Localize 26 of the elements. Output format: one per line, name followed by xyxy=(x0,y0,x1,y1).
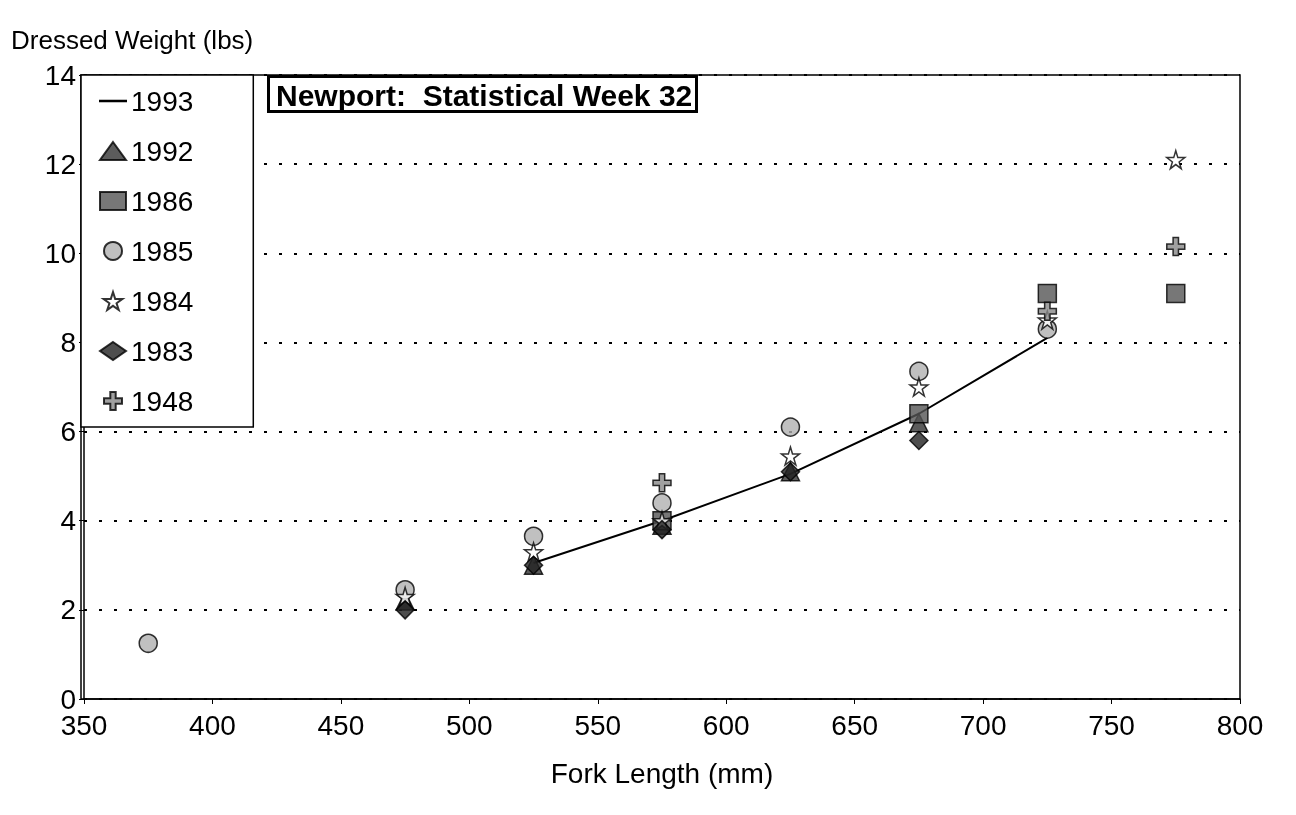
y-tick-label: 6 xyxy=(60,416,76,448)
legend-label: 1986 xyxy=(131,185,194,217)
x-tick-label: 550 xyxy=(574,709,622,741)
x-tick-label: 600 xyxy=(702,709,750,741)
y-tick-label: 12 xyxy=(44,148,76,180)
legend-label: 1985 xyxy=(131,235,194,267)
x-tick-label: 700 xyxy=(959,709,1007,741)
x-tick-label: 800 xyxy=(1216,709,1264,741)
x-tick-label: 750 xyxy=(1088,709,1135,741)
legend-label: 1992 xyxy=(131,135,194,167)
x-tick-label: 450 xyxy=(317,709,365,741)
y-tick-label: 4 xyxy=(60,505,76,537)
legend-label: 1993 xyxy=(131,85,194,117)
chart-title: Newport: Statistical Week 32 xyxy=(276,78,693,112)
x-axis-title: Fork Length (mm) xyxy=(550,757,774,789)
x-tick-label: 650 xyxy=(831,709,879,741)
y-tick-label: 14 xyxy=(44,59,76,91)
y-tick-label: 2 xyxy=(60,594,76,626)
y-tick-label: 8 xyxy=(60,326,76,358)
legend-label: 1984 xyxy=(131,285,194,317)
x-tick-label: 500 xyxy=(445,709,493,741)
x-tick-label: 400 xyxy=(189,709,236,741)
legend-label: 1948 xyxy=(131,385,194,417)
y-axis-title: Dressed Weight (lbs) xyxy=(11,25,254,55)
legend-label: 1983 xyxy=(131,335,194,367)
y-tick-label: 10 xyxy=(44,237,76,269)
